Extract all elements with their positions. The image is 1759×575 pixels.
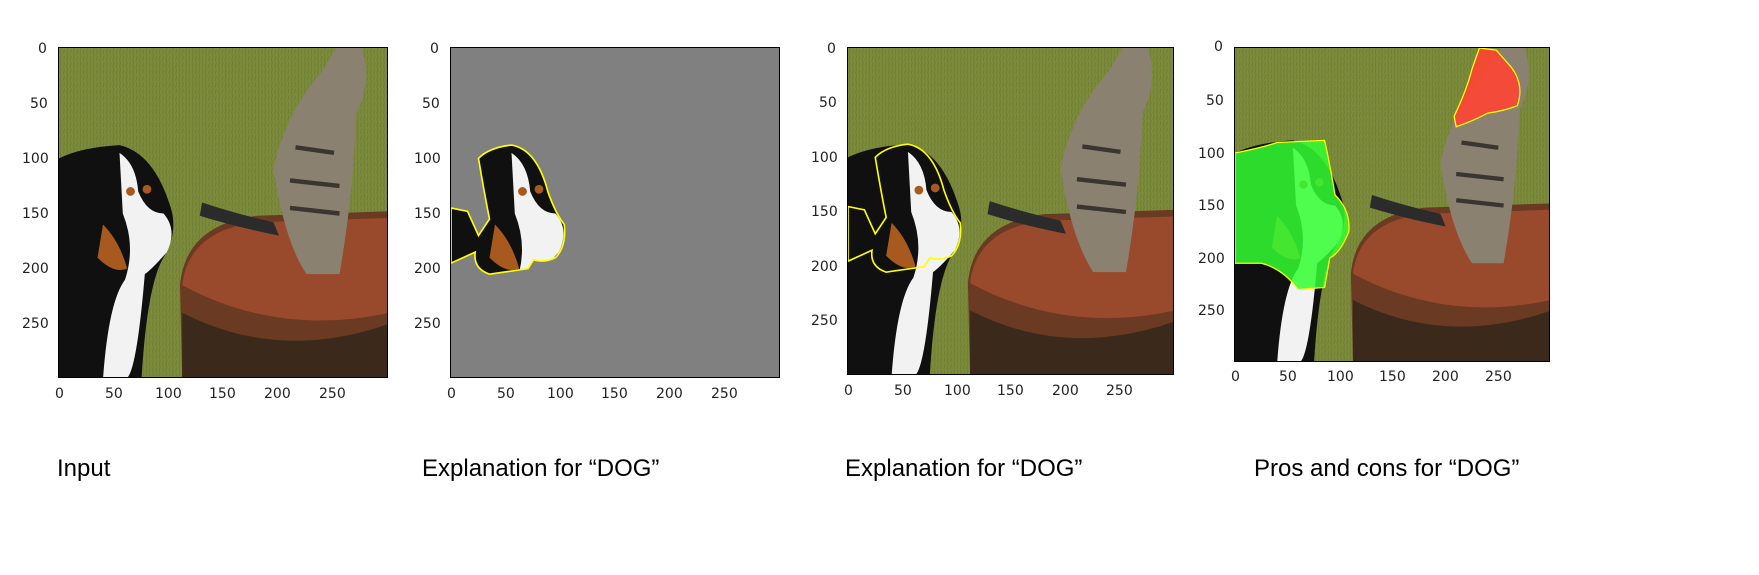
y-tick: 200: [811, 259, 838, 275]
x-tick: 50: [1279, 369, 1297, 385]
x-tick: 150: [997, 383, 1024, 399]
y-tick: 100: [1198, 146, 1225, 162]
y-tick: 50: [819, 95, 837, 111]
y-tick: 50: [30, 96, 48, 112]
x-tick: 150: [601, 386, 628, 402]
masked-explanation-image: [451, 48, 780, 378]
image-axes: [1234, 47, 1550, 362]
y-tick: 200: [414, 261, 441, 277]
x-tick: 200: [1432, 369, 1459, 385]
x-tick: 250: [711, 386, 738, 402]
y-tick: 250: [1198, 303, 1225, 319]
y-tick: 50: [1206, 93, 1224, 109]
y-tick: 250: [22, 316, 49, 332]
y-tick: 100: [22, 151, 49, 167]
x-tick: 200: [1052, 383, 1079, 399]
image-axes: [58, 47, 388, 378]
x-tick: 250: [319, 386, 346, 402]
y-tick: 0: [827, 41, 836, 57]
y-tick: 150: [22, 206, 49, 222]
image-axes: [450, 47, 780, 378]
x-tick: 50: [105, 386, 123, 402]
image-axes: [847, 47, 1174, 375]
panel-caption: Input: [57, 455, 110, 483]
x-tick: 100: [547, 386, 574, 402]
y-tick: 0: [1214, 39, 1223, 55]
x-tick: 50: [497, 386, 515, 402]
boundary-explanation-image: [848, 48, 1174, 375]
pros-cons-image: [1235, 48, 1550, 362]
y-tick: 150: [1198, 198, 1225, 214]
x-tick: 150: [209, 386, 236, 402]
x-tick: 200: [264, 386, 291, 402]
y-tick: 50: [422, 96, 440, 112]
x-tick: 250: [1485, 369, 1512, 385]
y-tick: 100: [811, 150, 838, 166]
x-tick: 250: [1106, 383, 1133, 399]
x-tick: 50: [894, 383, 912, 399]
panel-caption: Pros and cons for “DOG”: [1254, 455, 1519, 483]
x-tick: 0: [55, 386, 64, 402]
x-tick: 100: [1327, 369, 1354, 385]
y-tick: 150: [414, 206, 441, 222]
y-tick: 250: [811, 313, 838, 329]
panel-caption: Explanation for “DOG”: [422, 455, 659, 483]
y-tick: 0: [38, 41, 47, 57]
x-tick: 100: [155, 386, 182, 402]
y-tick: 100: [414, 151, 441, 167]
x-tick: 200: [656, 386, 683, 402]
x-tick: 150: [1379, 369, 1406, 385]
y-tick: 200: [1198, 251, 1225, 267]
y-tick: 150: [811, 204, 838, 220]
x-tick: 100: [944, 383, 971, 399]
input-image: [59, 48, 388, 378]
y-tick: 250: [414, 316, 441, 332]
x-tick: 0: [1231, 369, 1240, 385]
x-tick: 0: [844, 383, 853, 399]
y-tick: 200: [22, 261, 49, 277]
y-tick: 0: [430, 41, 439, 57]
x-tick: 0: [447, 386, 456, 402]
panel-caption: Explanation for “DOG”: [845, 455, 1082, 483]
